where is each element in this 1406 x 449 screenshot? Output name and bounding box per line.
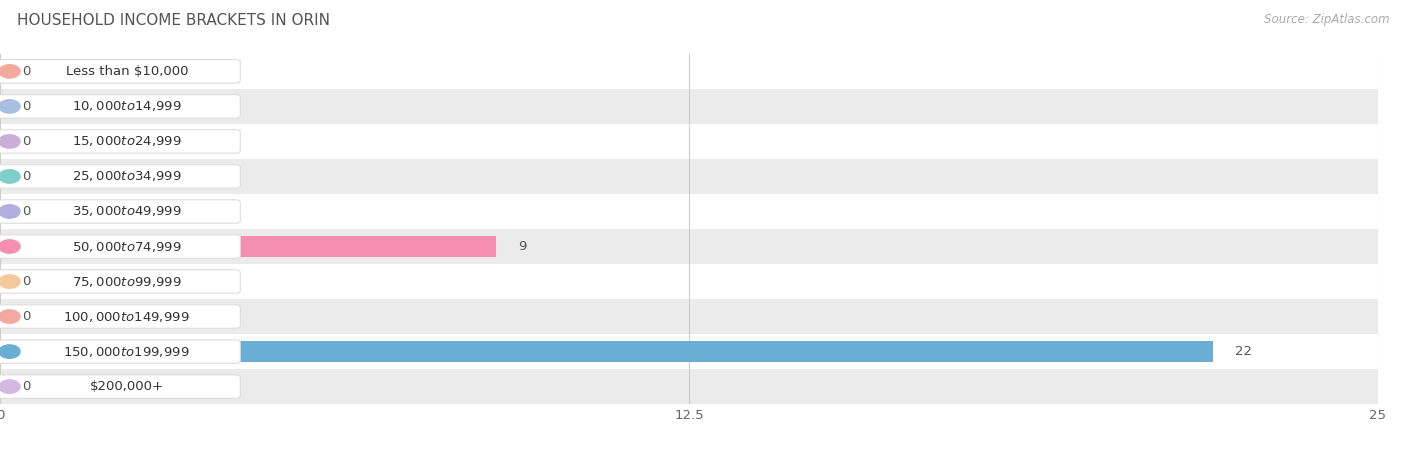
Text: 0: 0 — [22, 205, 31, 218]
Text: $150,000 to $199,999: $150,000 to $199,999 — [63, 344, 190, 359]
Circle shape — [0, 380, 20, 393]
Text: $50,000 to $74,999: $50,000 to $74,999 — [72, 239, 181, 254]
Bar — [0, 194, 1378, 229]
Text: Source: ZipAtlas.com: Source: ZipAtlas.com — [1264, 13, 1389, 26]
Text: 22: 22 — [1234, 345, 1251, 358]
Text: $10,000 to $14,999: $10,000 to $14,999 — [72, 99, 181, 114]
Text: 0: 0 — [22, 275, 31, 288]
Text: $100,000 to $149,999: $100,000 to $149,999 — [63, 309, 190, 324]
Circle shape — [0, 170, 20, 183]
Bar — [0, 124, 1378, 159]
FancyBboxPatch shape — [0, 270, 240, 293]
Text: HOUSEHOLD INCOME BRACKETS IN ORIN: HOUSEHOLD INCOME BRACKETS IN ORIN — [17, 13, 330, 28]
Circle shape — [0, 205, 20, 218]
Text: 0: 0 — [22, 135, 31, 148]
Text: $25,000 to $34,999: $25,000 to $34,999 — [72, 169, 181, 184]
Bar — [0, 54, 1378, 89]
Text: $75,000 to $99,999: $75,000 to $99,999 — [72, 274, 181, 289]
Circle shape — [0, 135, 20, 148]
Circle shape — [0, 345, 20, 358]
FancyBboxPatch shape — [0, 95, 240, 118]
Circle shape — [0, 240, 20, 253]
FancyBboxPatch shape — [0, 200, 240, 223]
FancyBboxPatch shape — [0, 305, 240, 328]
Text: 0: 0 — [22, 170, 31, 183]
FancyBboxPatch shape — [0, 340, 240, 363]
Circle shape — [0, 310, 20, 323]
Bar — [0, 369, 1378, 404]
Bar — [0, 159, 1378, 194]
Circle shape — [0, 100, 20, 113]
FancyBboxPatch shape — [0, 165, 240, 188]
Text: $200,000+: $200,000+ — [90, 380, 163, 393]
FancyBboxPatch shape — [0, 375, 240, 398]
Bar — [0, 264, 1378, 299]
Circle shape — [0, 65, 20, 78]
Bar — [0, 229, 1378, 264]
Text: 0: 0 — [22, 100, 31, 113]
Text: 0: 0 — [22, 310, 31, 323]
FancyBboxPatch shape — [0, 60, 240, 83]
Bar — [0, 89, 1378, 124]
Text: 9: 9 — [517, 240, 526, 253]
FancyBboxPatch shape — [0, 235, 240, 258]
Text: 0: 0 — [22, 380, 31, 393]
Circle shape — [0, 275, 20, 288]
Text: 0: 0 — [22, 65, 31, 78]
Bar — [0, 341, 1212, 362]
FancyBboxPatch shape — [0, 130, 240, 153]
Bar — [0, 236, 496, 257]
Bar — [0, 299, 1378, 334]
Text: $15,000 to $24,999: $15,000 to $24,999 — [72, 134, 181, 149]
Text: $35,000 to $49,999: $35,000 to $49,999 — [72, 204, 181, 219]
Bar — [0, 334, 1378, 369]
Text: Less than $10,000: Less than $10,000 — [66, 65, 188, 78]
